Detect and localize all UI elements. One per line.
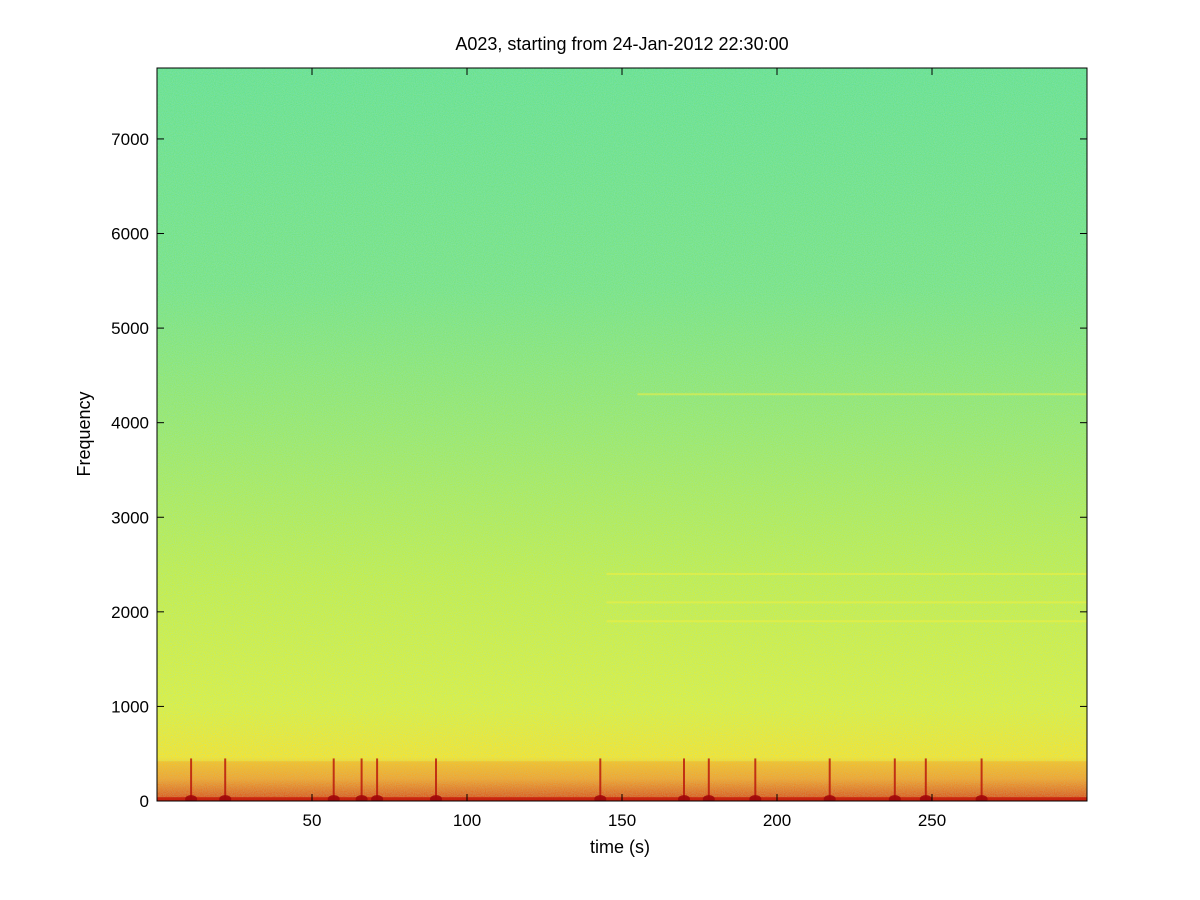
spectrogram-noise-warm: [157, 68, 1087, 801]
y-tick-label: 3000: [111, 508, 149, 527]
y-axis-label: Frequency: [74, 391, 94, 476]
y-tick-label: 6000: [111, 225, 149, 244]
y-tick-label: 5000: [111, 319, 149, 338]
transient-blob: [975, 795, 988, 801]
transient-blob: [594, 795, 607, 801]
x-tick-label: 250: [918, 811, 946, 830]
transient-blob: [219, 795, 232, 801]
transient-blob: [185, 795, 198, 801]
x-tick-label: 150: [608, 811, 636, 830]
y-tick-label: 1000: [111, 697, 149, 716]
y-tick-label: 0: [140, 792, 149, 811]
chart-title: A023, starting from 24-Jan-2012 22:30:00: [455, 34, 788, 54]
x-tick-label: 200: [763, 811, 791, 830]
transient-blob: [888, 795, 901, 801]
transient-blob: [430, 795, 442, 801]
x-axis: 50 100 150 200 250: [303, 68, 946, 830]
transient-blob: [678, 795, 690, 801]
x-tick-label: 50: [303, 811, 322, 830]
plot-area: [157, 68, 1087, 801]
transient-blob: [371, 795, 384, 801]
transient-blob: [702, 795, 715, 801]
y-axis: 0 1000 2000 3000 4000 5000 6000 7000: [111, 130, 1087, 811]
transient-blob: [355, 795, 368, 801]
x-tick-label: 100: [453, 811, 481, 830]
y-tick-label: 7000: [111, 130, 149, 149]
y-tick-label: 4000: [111, 414, 149, 433]
transient-blob: [919, 795, 932, 801]
transient-blob: [327, 795, 340, 801]
transient-blob: [749, 795, 762, 801]
transient-blob: [823, 795, 836, 801]
y-tick-label: 2000: [111, 603, 149, 622]
x-axis-label: time (s): [590, 837, 650, 857]
